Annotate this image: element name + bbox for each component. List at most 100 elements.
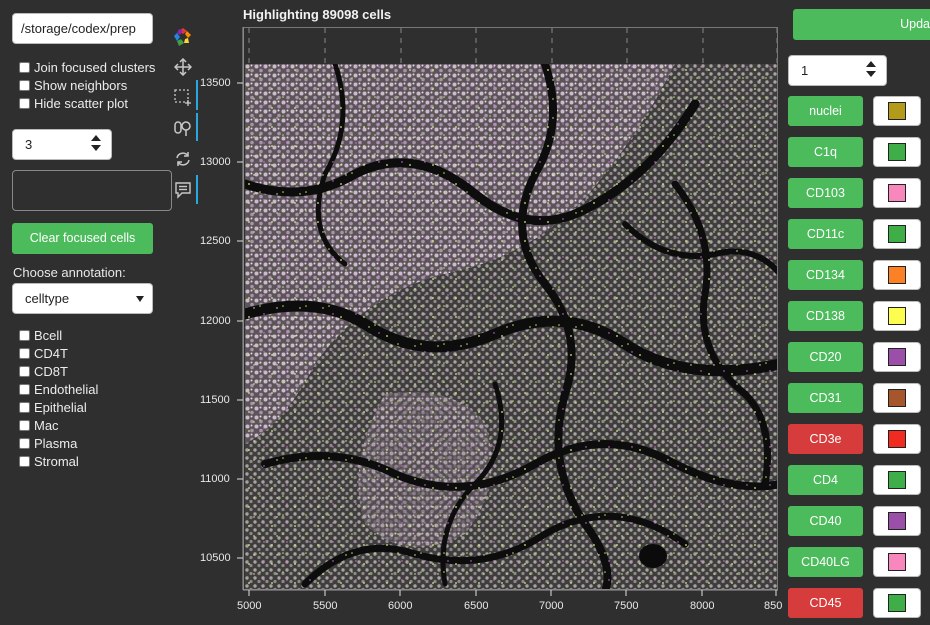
celltype-option[interactable]: Stromal — [19, 452, 98, 470]
marker-toggle-button[interactable]: CD31 — [788, 383, 863, 413]
celltype-list: Bcell CD4T CD8T Endothelial Epithelial Mac Pla… — [19, 326, 98, 470]
color-swatch — [888, 553, 906, 571]
x-tick-label: 7000 — [539, 600, 564, 612]
decrement-icon[interactable] — [91, 145, 101, 151]
marker-row: CD20 — [788, 342, 928, 372]
increment-icon[interactable] — [91, 135, 101, 141]
annotation-label: Choose annotation: — [13, 265, 126, 280]
increment-icon[interactable] — [866, 61, 876, 67]
color-swatch — [888, 430, 906, 448]
marker-color-picker[interactable] — [873, 506, 921, 536]
celltype-option[interactable]: CD4T — [19, 344, 98, 362]
hide-scatter-option[interactable]: Hide scatter plot — [19, 94, 155, 112]
marker-toggle-button[interactable]: nuclei — [788, 96, 863, 126]
celltype-checkbox[interactable] — [19, 347, 30, 359]
marker-row: C1q — [788, 137, 928, 167]
show-neighbors-label: Show neighbors — [34, 77, 128, 93]
neighbor-count-arrows[interactable] — [91, 135, 101, 151]
marker-color-picker[interactable] — [873, 342, 921, 372]
marker-color-picker[interactable] — [873, 588, 921, 618]
marker-row: CD103 — [788, 178, 928, 208]
celltype-label: CD4T — [34, 345, 68, 361]
neighbor-count-value: 3 — [25, 137, 33, 152]
annotation-select[interactable]: celltype — [12, 283, 153, 314]
marker-row: CD138 — [788, 301, 928, 331]
celltype-checkbox[interactable] — [19, 437, 30, 449]
marker-toggle-button[interactable]: CD20 — [788, 342, 863, 372]
celltype-option[interactable]: Mac — [19, 416, 98, 434]
level-value: 1 — [801, 63, 809, 78]
level-arrows[interactable] — [866, 61, 876, 77]
marker-color-picker[interactable] — [873, 383, 921, 413]
decrement-icon[interactable] — [866, 71, 876, 77]
marker-row: CD3e — [788, 424, 928, 454]
marker-color-picker[interactable] — [873, 219, 921, 249]
annotation-select-value: celltype — [25, 291, 70, 306]
marker-color-picker[interactable] — [873, 96, 921, 126]
celltype-checkbox[interactable] — [19, 401, 30, 413]
celltype-checkbox[interactable] — [19, 329, 30, 341]
celltype-checkbox[interactable] — [19, 383, 30, 395]
neighbor-count-stepper[interactable]: 3 — [12, 129, 112, 160]
show-neighbors-option[interactable]: Show neighbors — [19, 76, 155, 94]
color-swatch — [888, 266, 906, 284]
marker-toggle-button[interactable]: CD134 — [788, 260, 863, 290]
celltype-option[interactable]: Plasma — [19, 434, 98, 452]
marker-toggle-button[interactable]: CD4 — [788, 465, 863, 495]
marker-toggle-button[interactable]: CD40 — [788, 506, 863, 536]
marker-row: CD31 — [788, 383, 928, 413]
box-select-tool-icon[interactable] — [172, 86, 194, 108]
marker-row: CD11c — [788, 219, 928, 249]
hover-active-indicator — [196, 175, 198, 204]
cell-id-textarea[interactable] — [12, 170, 172, 211]
x-tick-label: 6500 — [464, 600, 489, 612]
marker-row: CD4 — [788, 465, 928, 495]
show-neighbors-checkbox[interactable] — [19, 79, 30, 91]
bokeh-logo-icon[interactable] — [172, 26, 194, 48]
marker-color-picker[interactable] — [873, 301, 921, 331]
x-axis — [243, 589, 778, 596]
join-clusters-option[interactable]: Join focused clusters — [19, 58, 155, 76]
marker-toggle-button[interactable]: C1q — [788, 137, 863, 167]
marker-toggle-button[interactable]: CD45 — [788, 588, 863, 618]
marker-color-picker[interactable] — [873, 465, 921, 495]
marker-toggle-button[interactable]: CD103 — [788, 178, 863, 208]
celltype-option[interactable]: Epithelial — [19, 398, 98, 416]
marker-toggle-button[interactable]: CD3e — [788, 424, 863, 454]
marker-toggle-button[interactable]: CD11c — [788, 219, 863, 249]
celltype-option[interactable]: Bcell — [19, 326, 98, 344]
marker-color-picker[interactable] — [873, 424, 921, 454]
plot-area[interactable] — [243, 27, 778, 590]
celltype-label: Endothelial — [34, 381, 99, 397]
clear-focused-button[interactable]: Clear focused cells — [12, 223, 153, 254]
celltype-option[interactable]: CD8T — [19, 362, 98, 380]
hide-scatter-checkbox[interactable] — [19, 97, 30, 109]
marker-color-picker[interactable] — [873, 178, 921, 208]
marker-color-picker[interactable] — [873, 547, 921, 577]
celltype-option[interactable]: Endothelial — [19, 380, 98, 398]
plot-title: Highlighting 89098 cells — [243, 7, 392, 22]
y-tick-label: 13500 — [200, 77, 231, 89]
celltype-label: Plasma — [34, 435, 78, 451]
celltype-checkbox[interactable] — [19, 455, 30, 467]
wheel-zoom-tool-icon[interactable] — [172, 117, 194, 139]
celltype-checkbox[interactable] — [19, 365, 30, 377]
reset-tool-icon[interactable] — [172, 148, 194, 170]
color-swatch — [888, 225, 906, 243]
y-tick-label: 12500 — [200, 235, 231, 247]
join-clusters-checkbox[interactable] — [19, 61, 30, 73]
color-swatch — [888, 594, 906, 612]
update-button[interactable]: Upda — [793, 9, 930, 40]
color-swatch — [888, 512, 906, 530]
y-axis — [237, 27, 244, 590]
path-input[interactable]: /storage/codex/prep — [12, 13, 153, 44]
marker-toggle-button[interactable]: CD40LG — [788, 547, 863, 577]
marker-color-picker[interactable] — [873, 260, 921, 290]
celltype-checkbox[interactable] — [19, 419, 30, 431]
marker-color-picker[interactable] — [873, 137, 921, 167]
hover-tool-icon[interactable] — [172, 179, 194, 201]
level-stepper[interactable]: 1 — [788, 55, 887, 86]
update-button-label: Upda — [900, 17, 930, 31]
pan-tool-icon[interactable] — [172, 56, 194, 78]
marker-toggle-button[interactable]: CD138 — [788, 301, 863, 331]
